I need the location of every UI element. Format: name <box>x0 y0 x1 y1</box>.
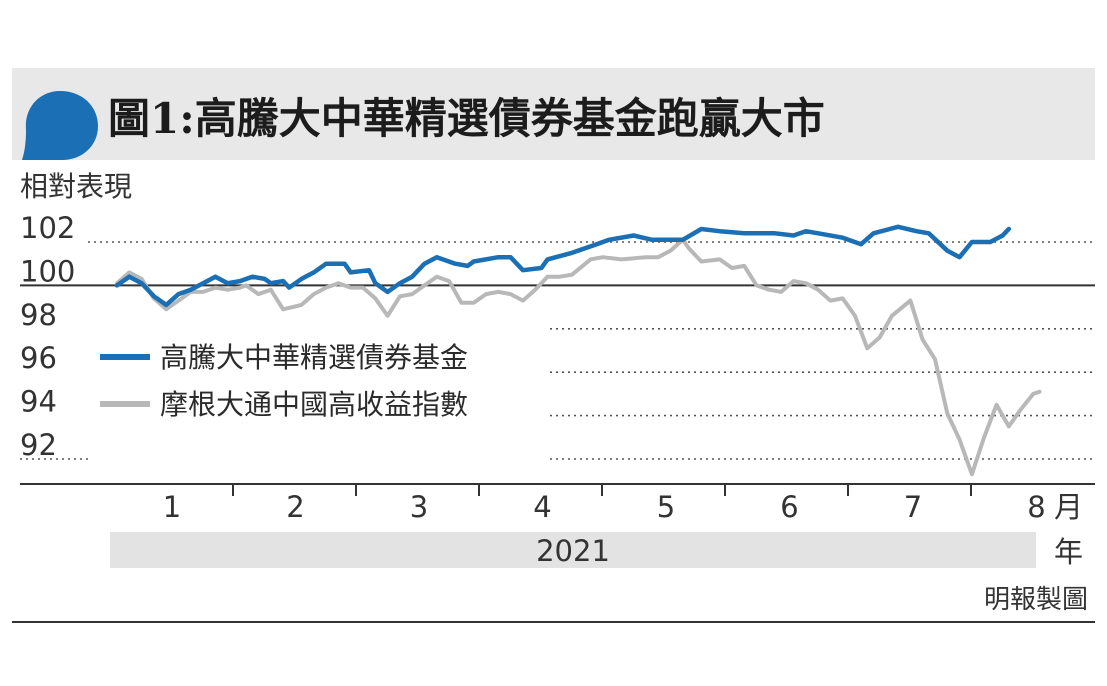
x-tick-label-3: 3 <box>410 490 428 524</box>
x-tick-label-7: 7 <box>904 490 922 524</box>
title-background <box>12 68 1095 160</box>
legend: 高騰大中華精選債券基金 摩根大通中國高收益指數 <box>88 328 550 432</box>
legend-label-fund: 高騰大中華精選債券基金 <box>160 341 468 374</box>
year-band-background <box>110 532 1036 568</box>
x-tick-label-8: 8 <box>1027 490 1045 524</box>
x-tick-labels: 1 2 3 4 5 6 7 8 <box>163 490 1046 524</box>
series-line-fund <box>114 224 1012 308</box>
chart-title: 圖1:高騰大中華精選債券基金跑贏大市 <box>108 94 825 143</box>
legend-label-index: 摩根大通中國高收益指數 <box>160 388 468 421</box>
y-tick-label-98: 98 <box>20 298 57 332</box>
series-line-index <box>115 237 1042 477</box>
y-tick-label-100: 100 <box>20 254 75 288</box>
x-tick-label-2: 2 <box>286 490 304 524</box>
y-tick-label-92: 92 <box>20 428 57 462</box>
series-lines <box>114 224 1042 477</box>
year-label: 2021 <box>536 534 610 568</box>
x-tick-label-1: 1 <box>163 490 181 524</box>
y-tick-labels: 102 100 98 96 94 92 <box>20 211 75 462</box>
y-tick-label-96: 96 <box>20 341 57 375</box>
y-axis-label: 相對表現 <box>20 170 132 203</box>
title-banner: 圖1:高騰大中華精選債券基金跑贏大市 <box>12 68 1095 160</box>
year-band: 2021 年 <box>110 532 1083 569</box>
speech-bubble-icon <box>22 91 98 160</box>
x-axis: 1 2 3 4 5 6 7 8 月 <box>20 483 1095 524</box>
year-unit: 年 <box>1054 535 1083 569</box>
x-tick-label-6: 6 <box>780 490 798 524</box>
grid-mask <box>88 440 548 470</box>
legend-background <box>88 328 550 432</box>
y-tick-label-94: 94 <box>20 385 57 419</box>
x-ticks <box>232 484 972 496</box>
x-tick-label-5: 5 <box>657 490 675 524</box>
gridlines <box>20 241 1095 470</box>
x-tick-label-4: 4 <box>533 490 551 524</box>
credit-text: 明報製圖 <box>984 585 1088 615</box>
y-tick-label-102: 102 <box>20 211 75 245</box>
x-axis-unit: 月 <box>1054 490 1083 524</box>
